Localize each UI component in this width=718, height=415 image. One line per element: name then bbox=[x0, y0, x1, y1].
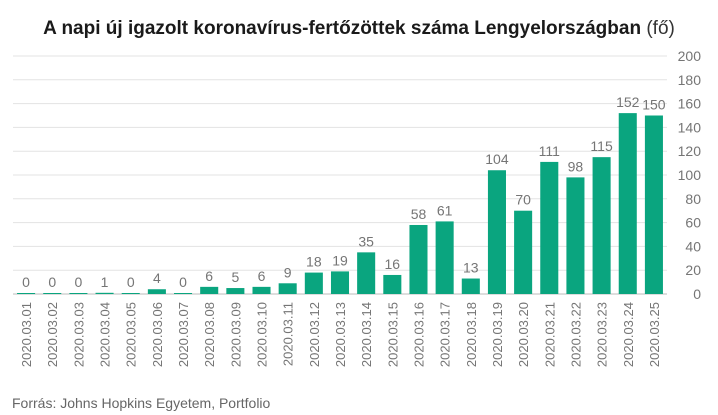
x-tick-label: 2020.03.06 bbox=[150, 302, 165, 367]
data-label: 0 bbox=[22, 274, 30, 290]
chart-title-unit: (fő) bbox=[646, 18, 675, 39]
bar bbox=[540, 161, 559, 294]
x-tick-label: 2020.03.24 bbox=[621, 302, 636, 367]
y-tick-label: 80 bbox=[685, 191, 701, 207]
data-label: 13 bbox=[463, 260, 479, 276]
data-label: 6 bbox=[205, 268, 213, 284]
x-tick-label: 2020.03.13 bbox=[333, 302, 348, 367]
x-tick-label: 2020.03.17 bbox=[438, 302, 453, 367]
x-tick-label: 2020.03.05 bbox=[124, 302, 139, 367]
y-axis: 0 20 40 60 80 100 120 140 160 180 200 bbox=[678, 48, 702, 302]
source-note: Forrás: Johns Hopkins Egyetem, Portfolio bbox=[12, 395, 271, 411]
data-label: 61 bbox=[437, 202, 453, 218]
bar bbox=[95, 292, 114, 294]
data-label: 6 bbox=[258, 268, 266, 284]
x-tick-label: 2020.03.14 bbox=[359, 302, 374, 367]
data-label: 58 bbox=[411, 206, 427, 222]
data-label: 0 bbox=[179, 274, 187, 290]
bar bbox=[644, 115, 663, 294]
bar bbox=[435, 221, 454, 294]
bar bbox=[618, 113, 637, 295]
data-label: 16 bbox=[385, 256, 401, 272]
bar bbox=[278, 283, 297, 294]
data-label: 5 bbox=[231, 269, 239, 285]
x-tick-label: 2020.03.15 bbox=[385, 302, 400, 367]
data-label: 111 bbox=[539, 143, 560, 159]
x-tick-label: 2020.03.07 bbox=[176, 302, 191, 367]
y-tick-label: 120 bbox=[678, 143, 702, 159]
y-tick-label: 0 bbox=[693, 286, 701, 302]
x-tick-label: 2020.03.20 bbox=[516, 302, 531, 367]
x-tick-label: 2020.03.25 bbox=[647, 302, 662, 367]
x-tick-label: 2020.03.10 bbox=[255, 302, 270, 367]
bar bbox=[409, 224, 428, 294]
bar bbox=[461, 278, 480, 294]
bar bbox=[43, 293, 62, 294]
x-tick-label: 2020.03.09 bbox=[228, 302, 243, 367]
bar bbox=[200, 286, 219, 294]
y-tick-label: 180 bbox=[678, 72, 702, 88]
y-tick-label: 160 bbox=[678, 96, 702, 112]
x-tick-label: 2020.03.16 bbox=[411, 302, 426, 367]
y-tick-label: 40 bbox=[685, 238, 701, 254]
data-label: 4 bbox=[153, 270, 161, 286]
y-tick-label: 60 bbox=[685, 215, 701, 231]
bar bbox=[357, 252, 376, 294]
x-tick-label: 2020.03.22 bbox=[568, 302, 583, 367]
chart-title: A napi új igazolt koronavírus-fertőzötte… bbox=[0, 18, 718, 40]
bar bbox=[592, 157, 611, 294]
data-label: 150 bbox=[642, 97, 666, 113]
x-tick-label: 2020.03.18 bbox=[464, 302, 479, 367]
bar bbox=[121, 293, 140, 294]
data-label: 35 bbox=[358, 233, 374, 249]
x-tick-label: 2020.03.12 bbox=[307, 302, 322, 367]
x-tick-label: 2020.03.01 bbox=[19, 302, 34, 367]
data-label: 115 bbox=[590, 138, 613, 154]
bar bbox=[252, 286, 271, 294]
y-tick-label: 100 bbox=[678, 167, 702, 183]
bar bbox=[487, 170, 506, 294]
bar bbox=[17, 293, 36, 294]
x-tick-label: 2020.03.08 bbox=[202, 302, 217, 367]
bar bbox=[226, 288, 245, 294]
data-label: 98 bbox=[568, 158, 584, 174]
x-tick-label: 2020.03.23 bbox=[595, 302, 610, 367]
data-label: 152 bbox=[616, 94, 640, 110]
data-label: 104 bbox=[485, 151, 509, 167]
bar bbox=[147, 289, 166, 294]
x-tick-label: 2020.03.21 bbox=[542, 302, 557, 367]
bar bbox=[69, 293, 88, 294]
x-tick-label: 2020.03.19 bbox=[490, 302, 505, 367]
x-axis: 2020.03.01 2020.03.02 2020.03.03 2020.03.04… bbox=[19, 302, 662, 367]
y-tick-label: 20 bbox=[685, 262, 701, 278]
bar bbox=[514, 210, 533, 294]
data-label: 18 bbox=[306, 254, 322, 270]
chart-title-main: A napi új igazolt koronavírus-fertőzötte… bbox=[43, 18, 642, 39]
data-label: 70 bbox=[515, 192, 531, 208]
bar bbox=[383, 274, 402, 294]
data-label: 19 bbox=[332, 252, 348, 268]
x-tick-label: 2020.03.04 bbox=[98, 302, 113, 367]
bar bbox=[330, 271, 350, 294]
x-tick-label: 2020.03.03 bbox=[71, 302, 86, 367]
data-label: 0 bbox=[127, 274, 135, 290]
x-tick-label: 2020.03.11 bbox=[281, 302, 296, 366]
data-label: 1 bbox=[101, 274, 109, 290]
y-tick-label: 140 bbox=[678, 119, 702, 135]
bar bbox=[174, 293, 193, 294]
y-tick-label: 200 bbox=[678, 48, 702, 64]
bars bbox=[17, 113, 663, 295]
data-label: 0 bbox=[75, 274, 83, 290]
bar bbox=[304, 272, 323, 294]
data-label: 9 bbox=[284, 264, 292, 280]
x-tick-label: 2020.03.02 bbox=[45, 302, 60, 367]
bar bbox=[566, 177, 585, 294]
data-label: 0 bbox=[48, 274, 56, 290]
